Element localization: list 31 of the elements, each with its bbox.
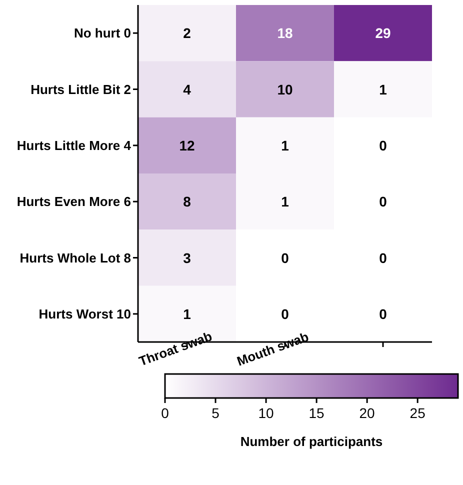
color-bar-label: 20 xyxy=(359,405,376,421)
data-label: 1 xyxy=(183,306,192,322)
data-label: 1 xyxy=(281,137,290,154)
data-label: 2 xyxy=(183,25,192,42)
data-label: 3 xyxy=(183,250,192,266)
y-tick-label: Hurts Little More 4 xyxy=(16,138,132,153)
data-label: 1 xyxy=(281,194,290,210)
color-bar-label: 0 xyxy=(161,405,170,421)
color-bar-label: 25 xyxy=(410,405,426,421)
data-label: 0 xyxy=(281,250,290,266)
data-label: 0 xyxy=(379,250,388,266)
data-label: 18 xyxy=(277,25,293,42)
data-label: 0 xyxy=(379,194,388,210)
data-label: 0 xyxy=(379,306,388,322)
color-bar-label: 5 xyxy=(212,405,220,421)
y-tick-label: Hurts Even More 6 xyxy=(16,194,131,210)
y-tick-label: Hurts Whole Lot 8 xyxy=(20,250,131,266)
color-bar-label: 15 xyxy=(308,405,325,421)
y-tick-label: Hurts Worst 10 xyxy=(38,306,131,322)
data-label: 0 xyxy=(379,137,388,154)
color-bar-title: Number of participants xyxy=(240,434,383,449)
y-tick-label: Hurts Little Bit 2 xyxy=(30,82,131,97)
data-label: 4 xyxy=(183,81,192,98)
data-label: 0 xyxy=(281,306,290,322)
data-label: 29 xyxy=(375,25,391,42)
data-label: 10 xyxy=(277,81,293,98)
data-label: 12 xyxy=(179,137,195,154)
color-bar-label: 10 xyxy=(258,405,274,421)
y-tick-label: No hurt 0 xyxy=(74,26,131,41)
data-label: 1 xyxy=(379,81,388,98)
data-label: 8 xyxy=(183,194,192,210)
